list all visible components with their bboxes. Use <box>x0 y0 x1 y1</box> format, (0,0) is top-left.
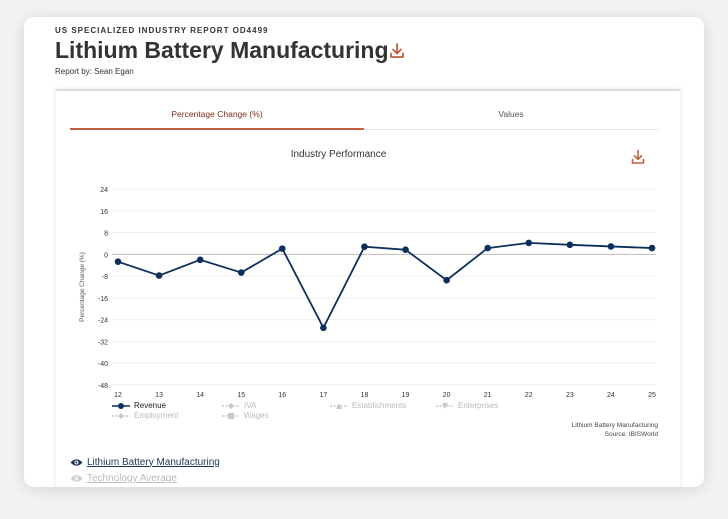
legend-item-establishments[interactable]: Establishments <box>330 401 406 410</box>
link-industry[interactable]: Lithium Battery Manufacturing <box>70 454 220 470</box>
data-point <box>402 246 409 254</box>
data-point <box>155 272 163 279</box>
chart-title: Industry Performance <box>290 149 387 160</box>
x-tick-label: 22 <box>525 392 533 399</box>
chart-download-icon[interactable] <box>630 149 646 165</box>
x-tick-label: 24 <box>607 392 615 399</box>
legend-label: Revenue <box>134 401 167 410</box>
data-point <box>566 241 574 249</box>
legend-marker-icon <box>222 412 240 419</box>
data-point <box>648 244 656 252</box>
link-label[interactable]: Technology Average <box>87 472 177 484</box>
y-tick-label: -24 <box>98 318 108 325</box>
y-tick-label: 24 <box>100 187 108 194</box>
report-code: US SPECIALIZED INDUSTRY REPORT OD4499 <box>55 26 269 35</box>
series-line-revenue <box>117 241 653 330</box>
chart-tabs: Percentage Change (%) Values <box>70 100 658 130</box>
legend-item-enterprises[interactable]: Enterprises <box>436 401 498 410</box>
x-tick-label: 18 <box>361 392 369 399</box>
data-point <box>320 324 327 332</box>
legend-label: Establishments <box>352 401 407 410</box>
source-line: Source: IBISWorld <box>604 431 658 438</box>
data-point <box>484 244 491 252</box>
legend-label: Enterprises <box>458 401 499 410</box>
legend-label: Wages <box>244 411 269 420</box>
legend-item-revenue[interactable]: Revenue <box>112 401 166 410</box>
data-point <box>196 256 204 264</box>
chart-legend: Revenue IVA Establishments Enterprises Emplo… <box>112 401 532 423</box>
legend-item-iva[interactable]: IVA <box>222 401 256 410</box>
y-tick-label: 8 <box>104 231 108 238</box>
y-tick-label: -16 <box>98 296 108 303</box>
x-tick-label: 14 <box>196 392 204 399</box>
y-tick-label: 0 <box>104 252 108 259</box>
legend-item-employment[interactable]: Employment <box>112 411 178 420</box>
comparison-links: Lithium Battery Manufacturing Technology… <box>70 454 220 486</box>
link-technology-average[interactable]: Technology Average <box>70 470 220 486</box>
y-axis-label: Percentage Change (%) <box>79 252 86 322</box>
y-tick-label: -40 <box>98 361 108 368</box>
tab-percentage-change[interactable]: Percentage Change (%) <box>70 100 364 130</box>
data-point <box>114 258 122 265</box>
chart-source: Lithium Battery Manufacturing Source: IB… <box>572 421 658 439</box>
y-tick-label: -8 <box>102 274 108 281</box>
source-line: Lithium Battery Manufacturing <box>571 422 658 429</box>
legend-label: IVA <box>244 401 257 410</box>
legend-marker-icon <box>330 402 348 409</box>
x-tick-label: 20 <box>443 392 451 399</box>
eye-icon <box>70 474 83 482</box>
download-icon[interactable] <box>388 42 406 60</box>
line-chart: 24 16 8 0 -8 -16 -24 -32 -40 -48 12 13 14 15 16 17 18 19 2… <box>79 187 656 399</box>
x-tick-label: 19 <box>402 392 410 399</box>
legend-marker-icon <box>112 412 130 419</box>
eye-icon <box>70 458 83 466</box>
x-tick-label: 15 <box>237 392 245 399</box>
chart-panel: Percentage Change (%) Values Industry Pe… <box>56 89 680 487</box>
data-point <box>237 269 245 276</box>
data-point <box>607 243 615 250</box>
report-author: Report by: Sean Egan <box>55 67 134 76</box>
data-point <box>525 239 533 247</box>
x-tick-label: 23 <box>566 392 574 399</box>
report-card: US SPECIALIZED INDUSTRY REPORT OD4499 Li… <box>24 17 704 487</box>
link-label[interactable]: Lithium Battery Manufacturing <box>87 456 220 468</box>
x-tick-label: 21 <box>484 392 492 399</box>
legend-marker-icon <box>436 402 454 409</box>
legend-label: Employment <box>134 411 179 420</box>
legend-marker-icon <box>112 402 130 409</box>
data-point <box>279 245 286 252</box>
x-tick-label: 25 <box>648 392 656 399</box>
x-tick-label: 17 <box>319 392 327 399</box>
legend-item-wages[interactable]: Wages <box>222 411 269 420</box>
page-title: Lithium Battery Manufacturing <box>55 37 389 63</box>
y-tick-label: -48 <box>98 383 108 390</box>
legend-marker-icon <box>222 402 240 409</box>
x-tick-label: 13 <box>155 392 163 399</box>
data-point <box>443 276 450 284</box>
y-tick-label: -32 <box>98 339 108 346</box>
tab-values[interactable]: Values <box>498 109 524 119</box>
y-tick-label: 16 <box>100 209 108 216</box>
x-tick-label: 16 <box>278 392 286 399</box>
data-point <box>361 243 368 251</box>
x-tick-label: 12 <box>114 392 122 399</box>
